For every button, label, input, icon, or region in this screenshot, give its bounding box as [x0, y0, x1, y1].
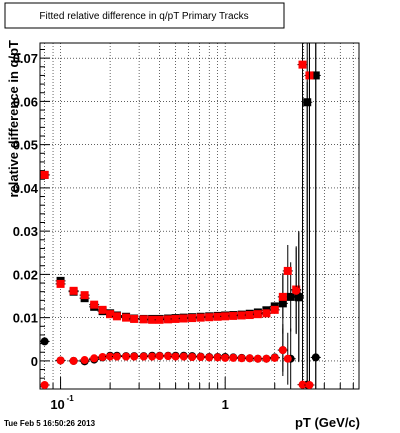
timestamp: Tue Feb 5 16:50:26 2013: [4, 419, 96, 428]
data-point-square: [221, 312, 230, 321]
data-points: [39, 43, 321, 389]
data-point-circle: [40, 381, 49, 389]
data-point-circle: [245, 354, 254, 363]
y-tick-label: 0.04: [13, 181, 39, 196]
data-point-square: [298, 60, 307, 69]
data-point-circle: [270, 353, 279, 362]
data-point-square: [205, 313, 214, 322]
data-point-circle: [112, 352, 121, 361]
data-point-square: [130, 314, 139, 323]
data-point-square: [270, 305, 279, 314]
data-point-circle: [283, 354, 292, 363]
data-point-square: [148, 315, 157, 324]
data-point-square: [283, 266, 292, 275]
data-point-circle: [213, 353, 222, 362]
data-point-circle: [164, 352, 173, 361]
data-point-circle: [221, 353, 230, 362]
data-point-square: [262, 309, 271, 318]
data-point-square: [213, 312, 222, 321]
y-tick-label: 0.06: [13, 94, 38, 109]
y-tick-label: 0.03: [13, 224, 38, 239]
data-point-circle: [237, 354, 246, 363]
data-point-circle: [292, 286, 301, 295]
data-point-square: [237, 311, 246, 320]
data-point-square: [139, 315, 148, 324]
data-point-circle: [130, 352, 139, 361]
data-point-circle: [311, 353, 320, 362]
data-point-square: [90, 300, 99, 309]
data-point-circle: [253, 354, 262, 363]
data-point-circle: [278, 346, 287, 355]
data-point-square: [171, 314, 180, 323]
data-point-square: [245, 311, 254, 320]
data-point-circle: [262, 354, 271, 363]
data-point-circle: [188, 352, 197, 361]
data-point-circle: [122, 352, 131, 361]
data-point-square: [122, 313, 131, 322]
data-point-square: [278, 292, 287, 301]
data-point-square: [40, 170, 49, 179]
data-point-circle: [196, 352, 205, 361]
data-point-square: [98, 305, 107, 314]
data-point-square: [196, 313, 205, 322]
x-axis-label: pT (GeV/c): [295, 415, 360, 430]
data-point-circle: [205, 353, 214, 362]
data-point-circle: [90, 354, 99, 363]
data-point-circle: [148, 352, 157, 361]
y-tick-label: 0.01: [13, 311, 38, 326]
data-point-square: [188, 314, 197, 323]
data-point-circle: [69, 356, 78, 365]
y-axis-label: relative difference in q/pT: [6, 40, 21, 198]
data-point-circle: [229, 353, 238, 362]
data-point-circle: [40, 337, 49, 346]
data-point-circle: [56, 356, 65, 365]
data-point-square: [179, 314, 188, 323]
x-tick-exponent: -1: [67, 394, 75, 403]
data-point-square: [286, 292, 295, 301]
y-tick-label: 0.05: [13, 138, 38, 153]
data-point-square: [155, 315, 164, 324]
chart-title: Fitted relative difference in q/pT Prima…: [39, 11, 248, 22]
data-point-circle: [155, 352, 164, 361]
data-point-square: [106, 310, 115, 319]
data-point-square: [112, 312, 121, 321]
y-tick-label: 0: [31, 354, 38, 369]
data-point-square: [56, 279, 65, 288]
data-point-circle: [298, 380, 307, 389]
x-tick-label: 10: [50, 397, 64, 412]
data-point-circle: [179, 352, 188, 361]
data-point-circle: [80, 356, 89, 365]
y-tick-label: 0.02: [13, 267, 38, 282]
data-point-circle: [139, 352, 148, 361]
data-point-circle: [305, 381, 314, 389]
data-point-square: [164, 315, 173, 324]
data-point-square: [69, 286, 78, 295]
title-box: [4, 2, 285, 29]
data-point-square: [253, 310, 262, 319]
data-point-square: [229, 311, 238, 320]
x-tick-label: 1: [222, 397, 229, 412]
data-point-circle: [106, 352, 115, 361]
data-point-circle: [98, 352, 107, 361]
y-tick-label: 0.07: [13, 51, 38, 66]
data-point-circle: [171, 352, 180, 361]
data-point-square: [80, 291, 89, 300]
